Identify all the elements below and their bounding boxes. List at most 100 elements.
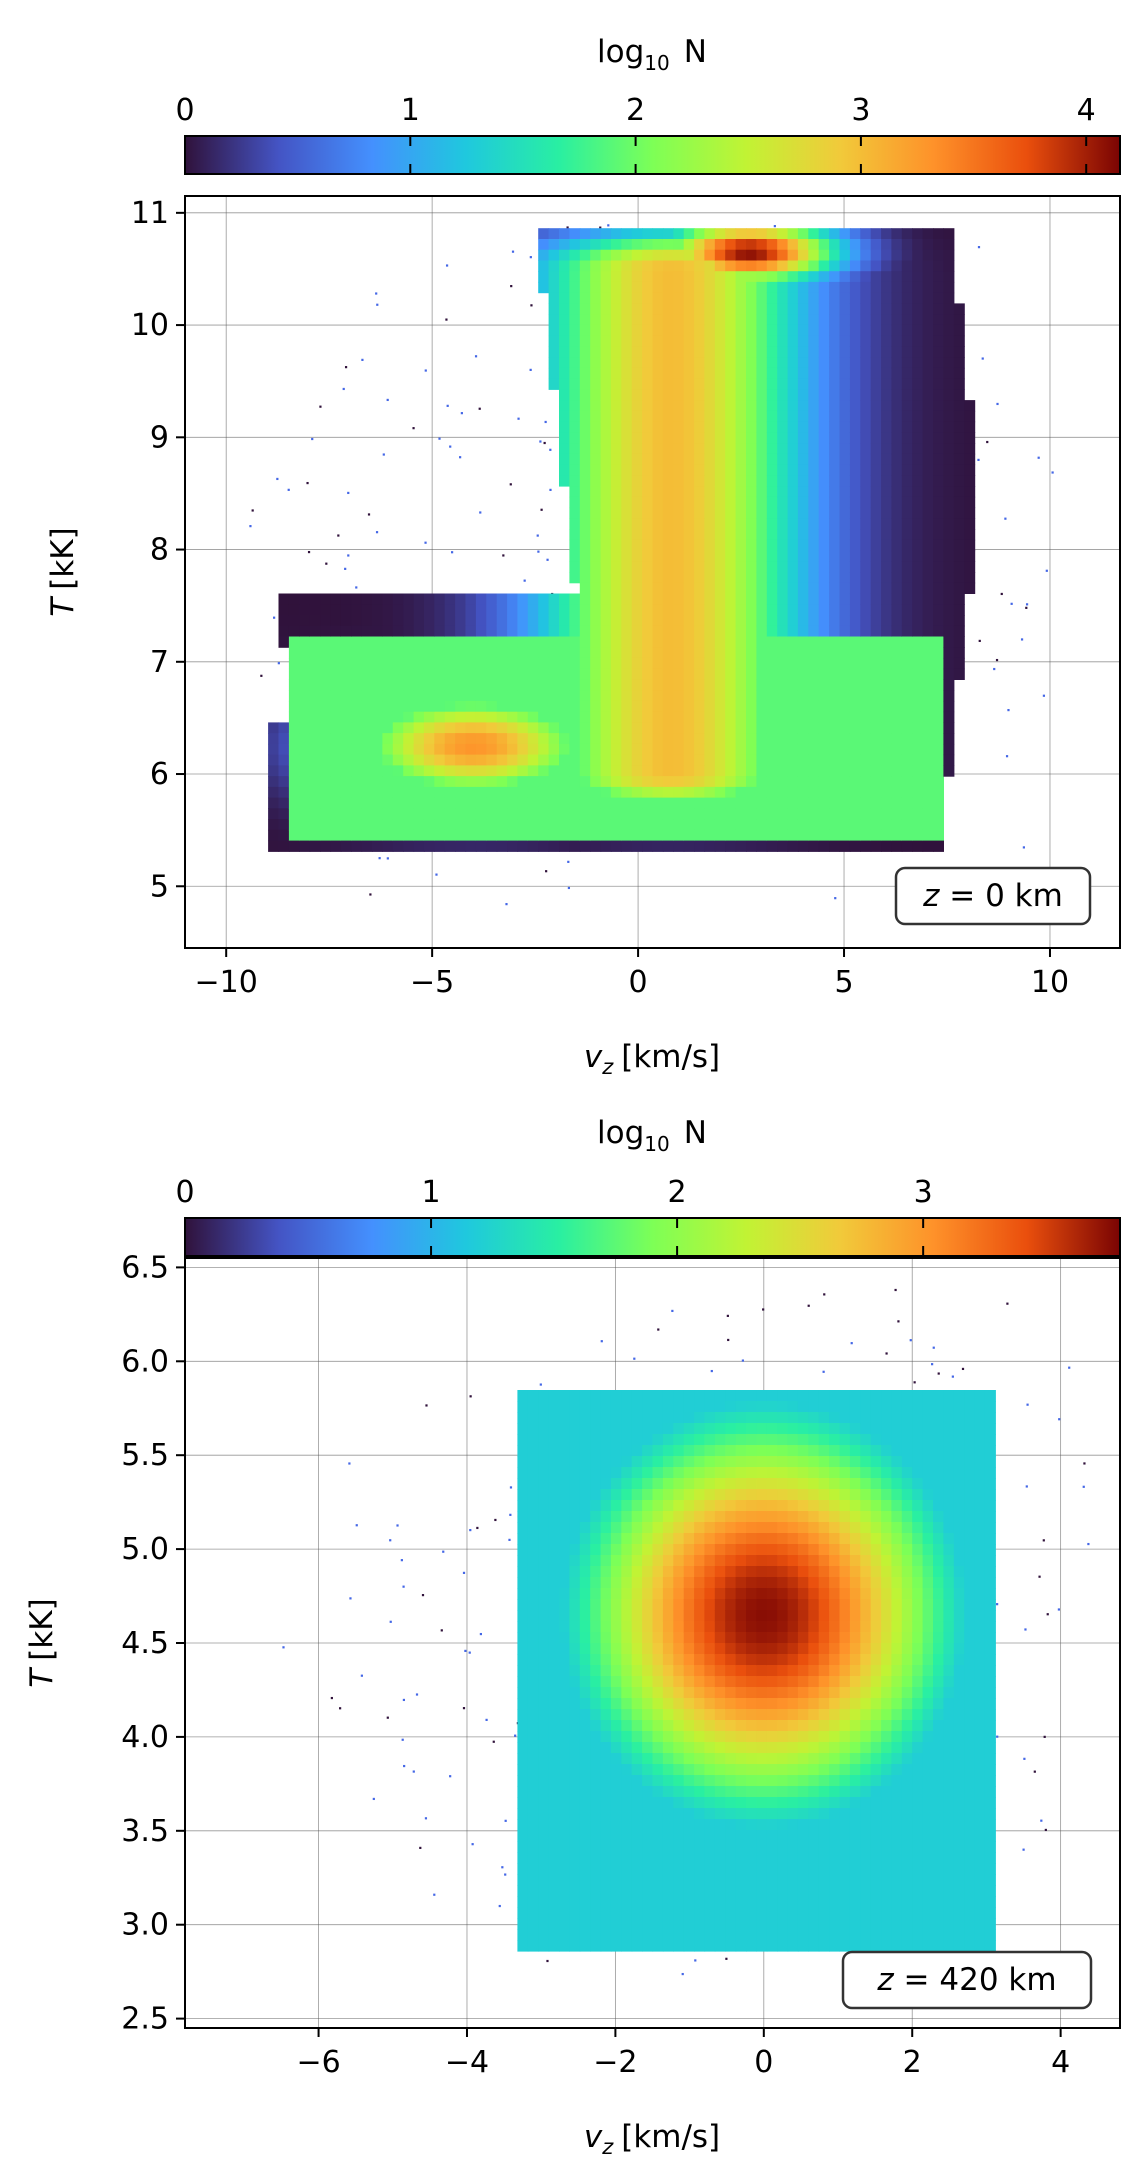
hexbin-cell bbox=[559, 1841, 570, 1853]
hexbin-cell bbox=[943, 668, 955, 680]
hexbin-cell bbox=[704, 239, 716, 251]
hexbin-cell bbox=[683, 1467, 695, 1479]
hexbin-cell bbox=[787, 1665, 799, 1677]
hexbin-cell bbox=[808, 475, 820, 487]
hexbin-cell bbox=[808, 443, 820, 455]
hexbin-cell bbox=[704, 829, 716, 842]
hexbin-cell bbox=[818, 1896, 830, 1908]
hexbin-cell bbox=[777, 1885, 789, 1897]
hexbin-cell bbox=[808, 550, 820, 562]
hexbin-cell bbox=[652, 1654, 664, 1666]
hexbin-cell bbox=[694, 743, 706, 756]
hexbin-cell bbox=[434, 711, 446, 723]
hexbin-cell bbox=[766, 1665, 778, 1677]
hexbin-cell bbox=[901, 529, 913, 541]
hexbin-cell bbox=[662, 335, 674, 347]
hexbin-cell bbox=[735, 572, 747, 584]
hexbin-cell bbox=[725, 840, 737, 852]
hexbin-cell bbox=[870, 1918, 882, 1930]
hexbin-cell bbox=[901, 324, 913, 337]
hexbin-cell bbox=[849, 743, 861, 756]
hexbin-cell bbox=[652, 647, 664, 659]
hexbin-cell bbox=[766, 1830, 778, 1842]
hexbin-cell bbox=[746, 496, 757, 509]
hexbin-cell bbox=[559, 314, 570, 326]
hexbin-cell bbox=[621, 754, 633, 766]
hexbin-cell bbox=[953, 453, 965, 466]
hexbin-cell bbox=[933, 357, 944, 369]
hexbin-cell bbox=[818, 1665, 830, 1677]
hexbin-cell bbox=[673, 668, 685, 680]
hexbin-cell bbox=[486, 657, 498, 670]
hexbin-cell bbox=[839, 1863, 851, 1875]
hexbin-cell bbox=[621, 819, 633, 831]
hexbin-cell bbox=[829, 260, 841, 272]
hexbin-cell bbox=[746, 529, 757, 541]
hexbin-cell bbox=[590, 228, 602, 240]
hexbin-cell bbox=[818, 1819, 830, 1831]
hexbin-cell bbox=[766, 1566, 778, 1578]
hexbin-cell bbox=[829, 1775, 841, 1787]
hexbin-cell bbox=[392, 615, 404, 627]
hexbin-cell bbox=[829, 1742, 841, 1754]
hexbin-cell bbox=[704, 335, 716, 347]
hexbin-cell bbox=[860, 808, 872, 820]
hexbin-cell bbox=[403, 765, 415, 777]
hexbin-cell bbox=[797, 228, 809, 240]
hexbin-cell bbox=[600, 1786, 612, 1798]
hexbin-cell bbox=[642, 636, 654, 648]
hexbin-cell bbox=[704, 1786, 716, 1798]
hexbin-cell bbox=[673, 335, 685, 347]
hexbin-cell bbox=[330, 765, 342, 777]
hexbin-cell bbox=[797, 561, 809, 573]
hexbin-cell bbox=[787, 615, 799, 627]
hexbin-cell bbox=[829, 636, 841, 648]
hexbin-cell bbox=[694, 733, 706, 745]
hexbin-cell bbox=[475, 829, 487, 842]
hexbin-cell bbox=[756, 1929, 768, 1941]
hexbin-cell bbox=[964, 432, 976, 444]
hexbin-cell bbox=[735, 1731, 747, 1743]
hexbin-cell bbox=[777, 346, 789, 358]
hexbin-cell bbox=[590, 625, 602, 637]
hexbin-cell bbox=[621, 1511, 633, 1523]
hexbin-cell bbox=[423, 625, 435, 637]
hexbin-cell bbox=[829, 421, 841, 433]
hexbin-cell bbox=[797, 1489, 809, 1501]
hexbin-cell bbox=[901, 722, 913, 734]
hexbin-cell bbox=[704, 432, 716, 444]
hexbin-cell bbox=[714, 700, 726, 713]
hexbin-cell bbox=[340, 754, 352, 766]
hexbin-cell bbox=[922, 679, 934, 691]
hexbin-cell bbox=[849, 561, 861, 573]
hexbin-cell bbox=[486, 711, 498, 723]
y-tick-label: 10 bbox=[131, 308, 169, 343]
hexbin-cell bbox=[465, 604, 477, 616]
hexbin-cell bbox=[507, 829, 519, 842]
hexbin-cell bbox=[548, 1588, 560, 1600]
hexbin-cell bbox=[652, 421, 664, 433]
hexbin-cell bbox=[446, 404, 449, 407]
hexbin-cell bbox=[714, 496, 726, 509]
hexbin-cell bbox=[901, 797, 913, 809]
hexbin-cell bbox=[288, 668, 300, 680]
hexbin-cell bbox=[881, 324, 893, 337]
hexbin-cell bbox=[725, 572, 737, 584]
hexbin-cell bbox=[933, 378, 944, 390]
hexbin-cell bbox=[777, 400, 789, 412]
hexbin-cell bbox=[683, 743, 695, 756]
hexbin-cell bbox=[465, 690, 477, 702]
annotation-box-top: z = 0 km bbox=[894, 866, 1092, 926]
hexbin-cell bbox=[642, 786, 654, 799]
hexbin-cell bbox=[579, 453, 591, 466]
hexbin-cell bbox=[766, 303, 778, 315]
hexbin-cell bbox=[652, 1478, 664, 1490]
hexbin-cell bbox=[766, 1577, 778, 1589]
hexbin-cell bbox=[621, 636, 633, 648]
hexbin-cell bbox=[818, 808, 830, 820]
hexbin-cell bbox=[351, 776, 363, 788]
hexbin-cell bbox=[891, 464, 903, 476]
hexbin-cell bbox=[746, 410, 757, 423]
hexbin-cell bbox=[642, 400, 654, 412]
hexbin-cell bbox=[943, 765, 955, 777]
